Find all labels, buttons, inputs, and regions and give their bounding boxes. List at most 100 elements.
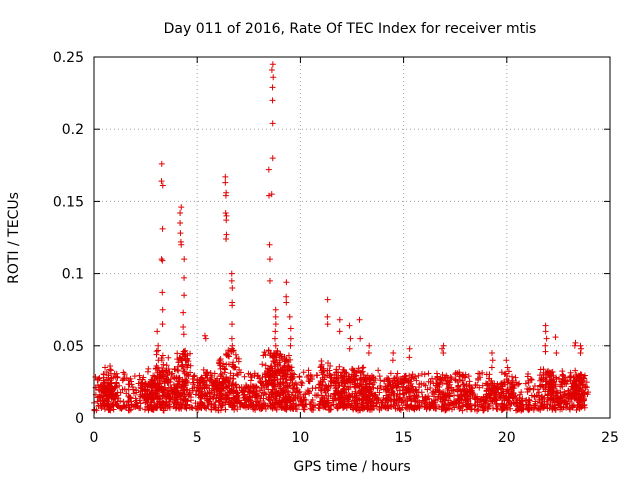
data-point (380, 395, 387, 402)
data-point (571, 342, 578, 349)
data-point (276, 392, 283, 399)
data-point (312, 402, 319, 409)
data-point (572, 391, 579, 398)
data-point (309, 397, 316, 404)
data-point (435, 389, 442, 396)
data-point (122, 403, 129, 410)
data-point (181, 274, 188, 281)
data-point (265, 347, 272, 354)
data-point (505, 377, 512, 384)
data-point (535, 392, 542, 399)
data-point (320, 394, 327, 401)
data-point (467, 395, 474, 402)
data-point (180, 309, 187, 316)
data-point (266, 256, 273, 263)
data-point (394, 370, 401, 377)
data-point (272, 306, 279, 313)
data-point (171, 400, 178, 407)
data-point (163, 362, 170, 369)
data-point (516, 380, 523, 387)
data-point (96, 375, 103, 382)
data-point (264, 372, 271, 379)
data-point (233, 370, 240, 377)
data-point (120, 398, 127, 405)
data-point (270, 74, 277, 81)
data-point (272, 321, 279, 328)
data-point (581, 401, 588, 408)
data-point (377, 385, 384, 392)
data-point (565, 387, 572, 394)
data-point (154, 394, 161, 401)
data-point (123, 390, 130, 397)
data-point (222, 406, 229, 413)
data-point (138, 380, 145, 387)
tick-labels-layer: 0 5 10 15 20 25 0 0.05 0.1 0.15 0.2 0.25 (53, 50, 619, 446)
data-point (96, 393, 103, 400)
data-point (488, 364, 495, 371)
data-point (174, 350, 181, 357)
data-point (287, 325, 294, 332)
data-point (265, 394, 272, 401)
data-point (434, 393, 441, 400)
data-point (439, 345, 446, 352)
data-point (155, 347, 162, 354)
data-point (201, 392, 208, 399)
data-point (266, 241, 273, 248)
data-point (512, 400, 519, 407)
data-point (259, 374, 266, 381)
data-point (108, 367, 115, 374)
data-point (153, 348, 160, 355)
data-point (320, 371, 327, 378)
data-point (566, 406, 573, 413)
data-point (222, 179, 229, 186)
data-point (233, 384, 240, 391)
data-point (542, 374, 549, 381)
data-point (571, 390, 578, 397)
data-point (531, 383, 538, 390)
data-point (263, 383, 270, 390)
data-point (191, 384, 198, 391)
data-point (217, 355, 224, 362)
data-point (479, 382, 486, 389)
data-point (238, 399, 245, 406)
data-point (287, 342, 294, 349)
data-point (98, 388, 105, 395)
data-point (434, 374, 441, 381)
data-point (429, 375, 436, 382)
data-point (579, 377, 586, 384)
data-point (177, 209, 184, 216)
data-point (542, 328, 549, 335)
data-point (133, 403, 140, 410)
data-point (276, 352, 283, 359)
data-point (178, 241, 185, 248)
x-tick-label: 15 (395, 430, 413, 446)
data-point (234, 398, 241, 405)
data-point (165, 390, 172, 397)
data-point (553, 396, 560, 403)
data-point (420, 397, 427, 404)
data-point (120, 369, 127, 376)
data-point (387, 370, 394, 377)
data-point (551, 404, 558, 411)
data-point (528, 392, 535, 399)
data-point (370, 402, 377, 409)
data-point (338, 372, 345, 379)
data-point (162, 384, 169, 391)
data-point (152, 365, 159, 372)
data-point (336, 316, 343, 323)
data-point (500, 379, 507, 386)
data-point (376, 389, 383, 396)
data-point (274, 359, 281, 366)
data-point (177, 389, 184, 396)
data-point (390, 401, 397, 408)
data-point (159, 402, 166, 409)
data-point (356, 404, 363, 411)
data-point (456, 406, 463, 413)
data-point (572, 367, 579, 374)
data-point (352, 376, 359, 383)
data-point (190, 381, 197, 388)
data-point (466, 382, 473, 389)
data-point (269, 389, 276, 396)
data-point (126, 394, 133, 401)
